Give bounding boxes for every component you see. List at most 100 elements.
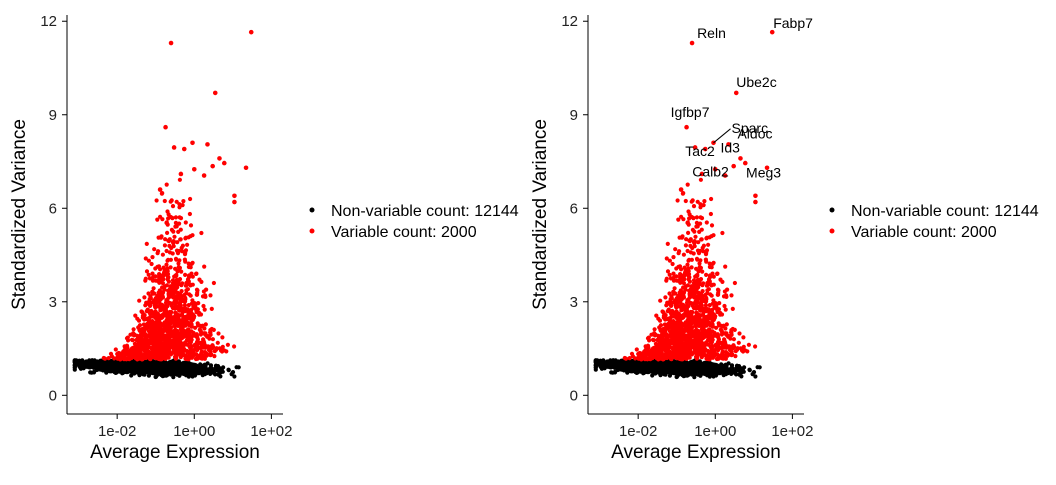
point-variable-outlier — [192, 167, 197, 172]
point-variable — [199, 280, 203, 284]
point-variable — [174, 356, 178, 360]
point-variable — [154, 316, 158, 320]
point-non-variable — [87, 358, 91, 362]
point-variable — [181, 199, 185, 203]
point-non-variable — [78, 364, 82, 368]
point-non-variable — [116, 364, 120, 368]
point-variable — [155, 342, 159, 346]
point-variable — [128, 333, 132, 337]
point-variable — [161, 281, 165, 285]
point-variable — [148, 276, 152, 280]
point-variable — [210, 307, 214, 311]
point-variable — [212, 281, 216, 285]
point-variable — [172, 235, 176, 239]
point-non-variable — [176, 365, 180, 369]
point-variable — [107, 356, 111, 360]
point-variable — [193, 346, 197, 350]
point-variable — [145, 317, 149, 321]
point-non-variable — [104, 362, 108, 366]
point-variable — [171, 204, 175, 208]
point-non-variable — [153, 362, 157, 366]
point-variable — [145, 309, 149, 313]
point-variable — [156, 249, 160, 253]
point-variable — [133, 314, 137, 318]
point-variable — [191, 283, 195, 287]
point-variable — [119, 354, 123, 358]
point-non-variable — [104, 369, 108, 373]
point-variable-outlier — [172, 145, 177, 150]
point-variable — [150, 262, 154, 266]
point-variable — [183, 236, 187, 240]
point-variable — [183, 299, 187, 303]
point-variable — [114, 347, 118, 351]
point-variable — [149, 346, 153, 350]
point-non-variable — [186, 365, 190, 369]
point-variable — [184, 220, 188, 224]
point-non-variable — [226, 368, 230, 372]
point-variable — [198, 355, 202, 359]
point-variable — [162, 328, 166, 332]
point-variable — [165, 183, 169, 187]
point-variable — [171, 295, 175, 299]
point-variable — [182, 309, 186, 313]
point-variable — [169, 286, 173, 290]
point-variable — [198, 328, 202, 332]
point-variable — [220, 335, 224, 339]
point-non-variable — [144, 369, 148, 373]
point-variable — [178, 295, 182, 299]
point-variable — [142, 322, 146, 326]
point-variable — [195, 334, 199, 338]
point-variable — [209, 353, 213, 357]
point-variable — [196, 301, 200, 305]
point-non-variable — [203, 365, 207, 369]
point-variable — [150, 319, 154, 323]
point-variable-outlier — [249, 30, 254, 35]
point-variable — [142, 295, 146, 299]
point-variable — [167, 292, 171, 296]
point-variable — [190, 262, 194, 266]
point-variable — [192, 316, 196, 320]
point-variable — [145, 338, 149, 342]
point-variable — [172, 334, 176, 338]
point-variable-outlier — [158, 187, 163, 192]
point-variable — [202, 289, 206, 293]
point-variable — [170, 216, 174, 220]
point-variable — [151, 328, 155, 332]
point-variable — [142, 314, 146, 318]
point-non-variable — [221, 365, 225, 369]
point-variable — [162, 341, 166, 345]
point-variable — [175, 278, 179, 282]
point-variable — [179, 237, 183, 241]
point-variable — [165, 249, 169, 253]
point-variable — [191, 305, 195, 309]
point-non-variable — [158, 361, 162, 365]
point-variable — [201, 304, 205, 308]
point-variable — [166, 322, 170, 326]
point-variable — [182, 328, 186, 332]
point-variable-outlier — [210, 164, 215, 169]
point-non-variable — [124, 368, 128, 372]
point-non-variable — [206, 361, 210, 365]
point-variable — [112, 356, 116, 360]
point-variable — [160, 192, 164, 196]
point-variable — [173, 306, 177, 310]
point-variable — [167, 339, 171, 343]
point-variable — [226, 343, 230, 347]
point-variable-outlier — [190, 141, 195, 146]
point-variable — [137, 299, 141, 303]
point-non-variable — [127, 363, 131, 367]
point-variable — [157, 299, 161, 303]
point-variable — [152, 286, 156, 290]
point-variable — [175, 249, 179, 253]
point-variable — [162, 312, 166, 316]
point-variable — [168, 310, 172, 314]
point-variable — [232, 344, 236, 348]
point-variable — [123, 352, 127, 356]
point-variable — [174, 287, 178, 291]
point-variable — [189, 325, 193, 329]
point-variable — [202, 340, 206, 344]
point-variable-outlier — [244, 165, 249, 170]
legend-marker-variable — [310, 229, 315, 234]
point-variable-outlier — [232, 193, 237, 198]
point-variable — [165, 231, 169, 235]
